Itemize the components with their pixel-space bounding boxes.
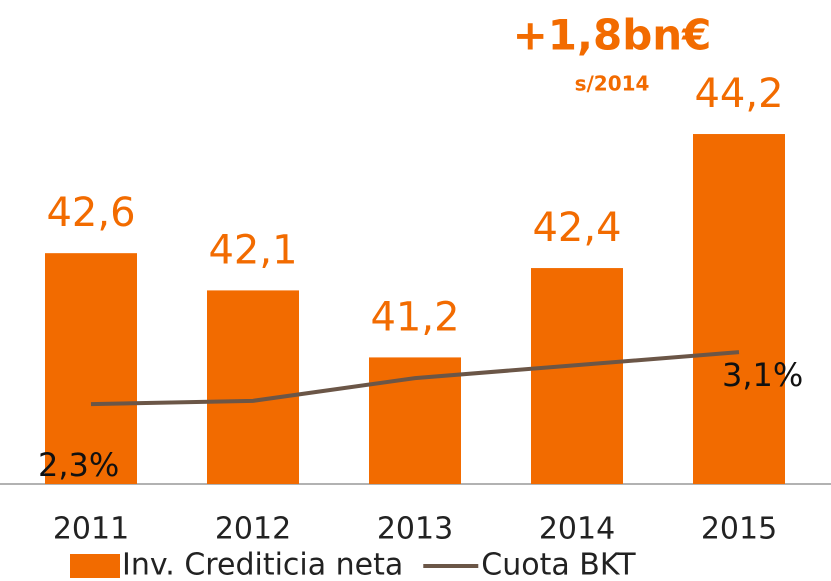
data-label: 42,4: [532, 205, 621, 251]
data-label: 2,3%: [38, 446, 119, 484]
x-tick-label: 2015: [701, 512, 777, 547]
annotation: s/2014: [575, 72, 650, 96]
data-label: 44,2: [694, 71, 783, 117]
bar: [531, 268, 623, 484]
x-tick-label: 2014: [539, 512, 615, 547]
data-label: 42,6: [46, 190, 135, 236]
data-label: 3,1%: [722, 356, 803, 394]
bar: [207, 290, 299, 484]
bar: [693, 134, 785, 484]
legend-label: Inv. Crediticia neta: [122, 548, 403, 581]
legend-label: Cuota BKT: [481, 548, 636, 581]
bar: [45, 253, 137, 484]
x-tick-label: 2012: [215, 512, 291, 547]
line: [90, 350, 740, 407]
data-label: 42,1: [208, 227, 297, 273]
x-tick-label: 2013: [377, 512, 453, 547]
legend-swatch: [70, 554, 120, 578]
x-tick-label: 2011: [53, 512, 129, 547]
data-label: 41,2: [370, 294, 459, 340]
annotation: +1,8bn€: [513, 11, 712, 60]
